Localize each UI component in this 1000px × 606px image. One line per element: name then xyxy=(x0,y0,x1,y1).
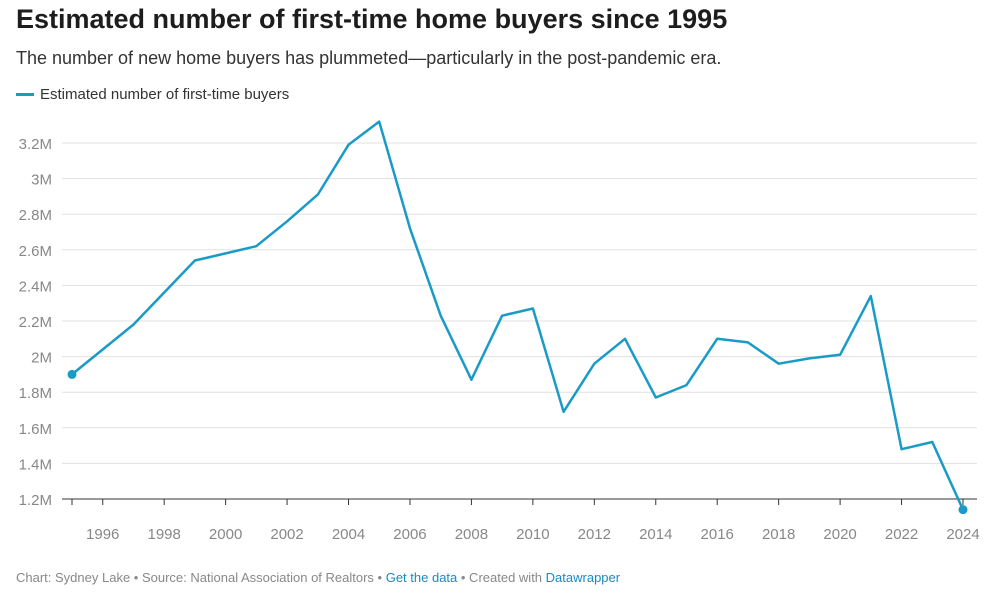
separator: • xyxy=(130,570,142,585)
x-tick-label: 2012 xyxy=(578,526,611,543)
x-tick-label: 2008 xyxy=(455,526,488,543)
x-tick-label: 2018 xyxy=(762,526,795,543)
chart-credit: Chart: Sydney Lake xyxy=(16,570,131,585)
x-tick-label: 2016 xyxy=(701,526,734,543)
data-point xyxy=(67,369,77,379)
x-tick-label: 1996 xyxy=(86,526,119,543)
separator: • xyxy=(373,570,386,585)
y-tick-label: 1.8M xyxy=(19,385,52,402)
chart-subtitle: The number of new home buyers has plumme… xyxy=(16,48,722,68)
y-tick-label: 1.6M xyxy=(19,421,52,438)
separator: • Created with xyxy=(457,570,546,585)
y-tick-label: 2M xyxy=(31,350,52,367)
y-tick-label: 2.6M xyxy=(19,243,52,260)
data-point xyxy=(958,505,968,515)
source: Source: National Association of Realtors xyxy=(141,570,374,585)
y-tick-label: 3M xyxy=(31,172,52,189)
x-tick-label: 2020 xyxy=(823,526,856,543)
x-tick-label: 2014 xyxy=(639,526,672,543)
datawrapper-link[interactable]: Datawrapper xyxy=(545,570,621,585)
y-tick-label: 1.2M xyxy=(19,492,52,509)
x-tick-label: 1998 xyxy=(147,526,180,543)
y-tick-label: 1.4M xyxy=(19,456,52,473)
legend-label: Estimated number of first-time buyers xyxy=(40,86,290,103)
x-tick-label: 2002 xyxy=(270,526,303,543)
y-tick-label: 2.8M xyxy=(19,207,52,224)
x-tick-label: 2024 xyxy=(946,526,979,543)
series-line xyxy=(71,120,965,511)
get-data-link[interactable]: Get the data xyxy=(385,570,458,585)
legend: Estimated number of first-time buyers xyxy=(16,86,289,103)
x-tick-label: 2004 xyxy=(332,526,365,543)
x-tick-label: 2010 xyxy=(516,526,549,543)
chart-title: Estimated number of first-time home buye… xyxy=(16,4,728,34)
footer: Chart: Sydney Lake • Source: National As… xyxy=(16,570,620,585)
x-tick-label: 2000 xyxy=(209,526,242,543)
x-tick-label: 2022 xyxy=(885,526,918,543)
y-tick-label: 2.2M xyxy=(19,314,52,331)
y-tick-label: 3.2M xyxy=(19,136,52,153)
x-tick-label: 2006 xyxy=(393,526,426,543)
y-tick-label: 2.4M xyxy=(19,278,52,295)
legend-swatch xyxy=(16,93,34,96)
